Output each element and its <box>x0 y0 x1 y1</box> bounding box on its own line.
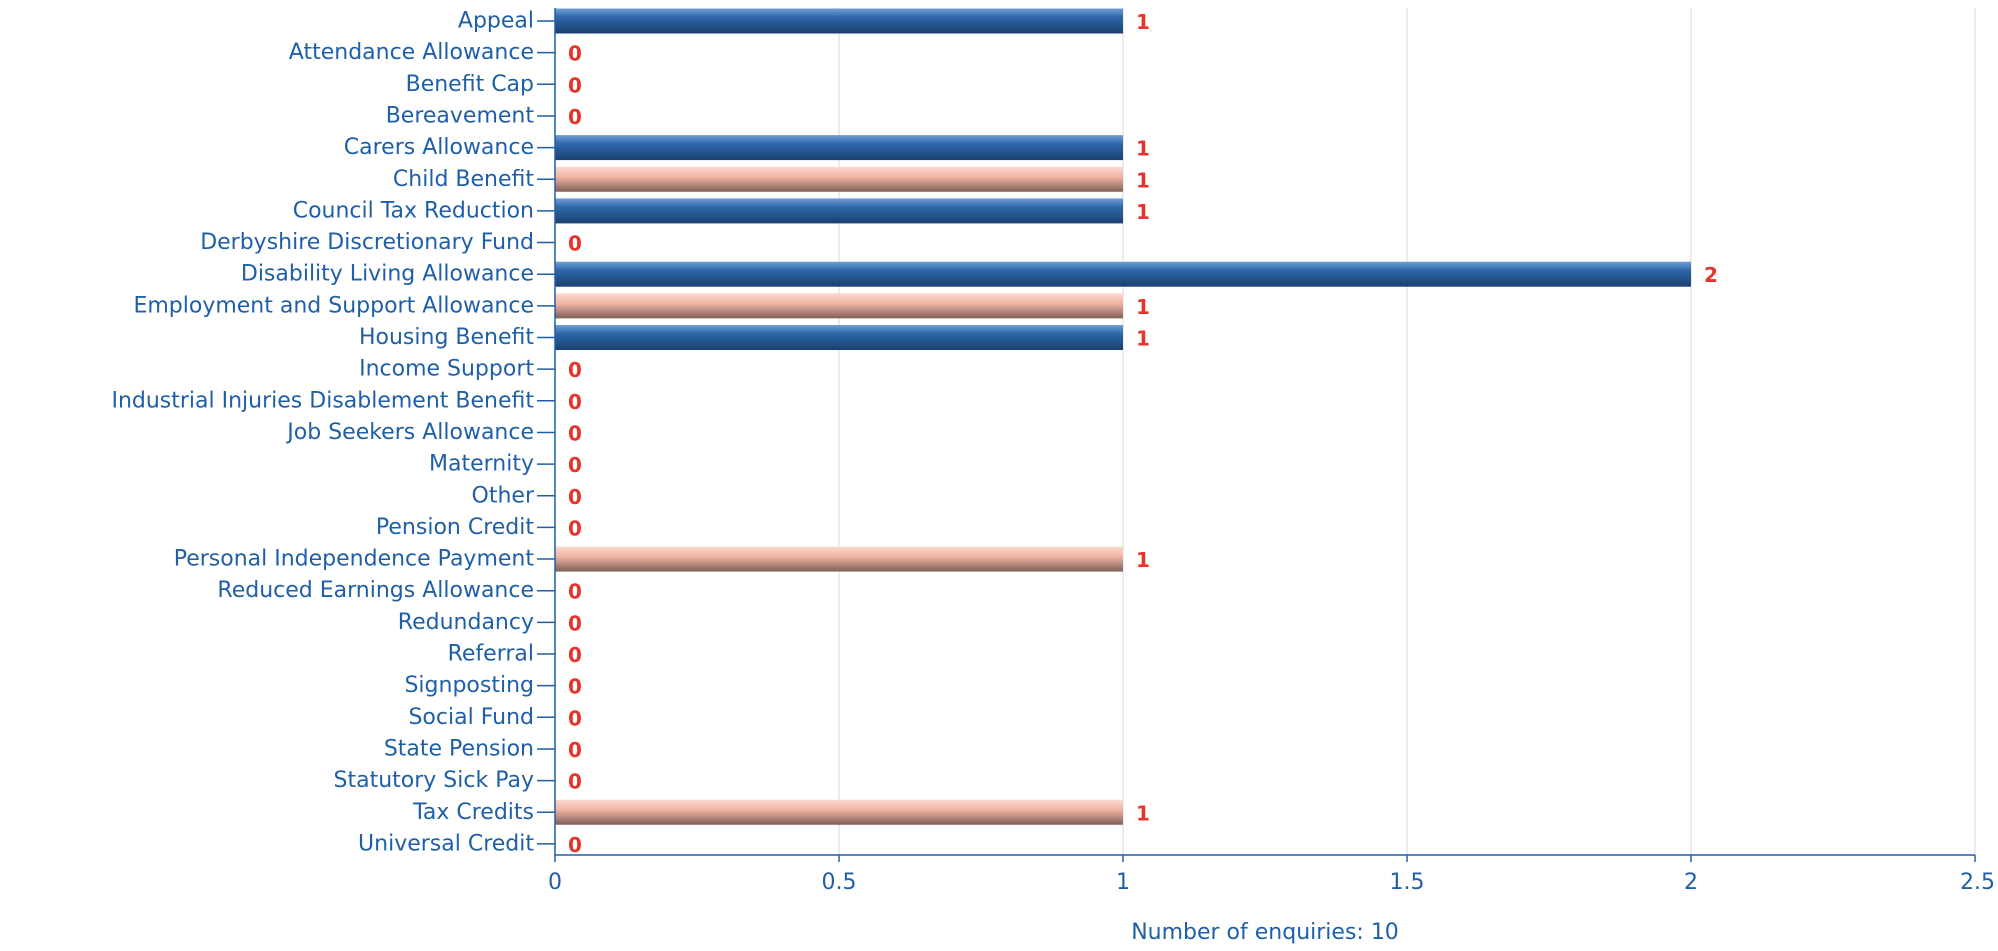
bar <box>555 325 1123 350</box>
bar <box>555 166 1123 192</box>
category-label: Employment and Support Allowance <box>133 293 534 318</box>
value-label: 0 <box>568 232 582 256</box>
value-label: 1 <box>1136 168 1150 192</box>
value-labels: 1 0 0 0 1 1 1 0 2 1 1 0 0 0 0 0 0 1 0 0 0 0 0 0 0 1 0 <box>568 10 1718 857</box>
category-labels: Appeal Attendance Allowance Benefit Cap Ber… <box>111 9 534 857</box>
x-tick-label: 0 <box>548 870 562 895</box>
category-label: Appeal <box>458 9 534 34</box>
x-tick-label: 0.5 <box>822 870 857 895</box>
category-label: Council Tax Reduction <box>293 198 534 223</box>
x-axis-title: Number of enquiries: 10 <box>1131 920 1399 945</box>
bar <box>555 198 1123 224</box>
category-label: Other <box>472 483 535 508</box>
category-label: Income Support <box>359 357 534 382</box>
value-label: 1 <box>1136 548 1150 572</box>
value-label: 0 <box>568 738 582 762</box>
category-label: Derbyshire Discretionary Fund <box>200 230 534 255</box>
category-label: Universal Credit <box>358 831 534 856</box>
category-label: Tax Credits <box>412 800 534 825</box>
category-label: Pension Credit <box>376 515 534 540</box>
category-label: Bereavement <box>386 103 535 128</box>
x-tick-labels: 0 0.5 1 1.5 2 2.5 <box>548 870 1995 895</box>
category-label: Housing Benefit <box>359 325 534 350</box>
category-label: Child Benefit <box>393 167 534 192</box>
bar <box>555 799 1123 825</box>
category-label: Benefit Cap <box>406 72 534 97</box>
value-label: 0 <box>568 580 582 604</box>
value-label: 0 <box>568 390 582 414</box>
axes <box>537 8 1976 862</box>
value-label: 0 <box>568 421 582 445</box>
category-label: Redundancy <box>398 610 534 635</box>
value-label: 0 <box>568 770 582 794</box>
category-label: Statutory Sick Pay <box>334 768 534 793</box>
category-label: Maternity <box>429 452 534 477</box>
value-label: 0 <box>568 833 582 857</box>
category-label: Carers Allowance <box>344 135 534 160</box>
bars <box>555 8 1691 825</box>
value-label: 0 <box>568 611 582 635</box>
category-label: Disability Living Allowance <box>241 262 534 287</box>
x-tick-label: 1.5 <box>1390 870 1425 895</box>
value-label: 1 <box>1136 10 1150 34</box>
category-label: Referral <box>448 642 534 667</box>
bar <box>555 293 1123 319</box>
category-label: Signposting <box>404 673 534 698</box>
x-tick-label: 1 <box>1116 870 1130 895</box>
category-label: Social Fund <box>408 705 534 730</box>
value-label: 0 <box>568 485 582 509</box>
value-label: 0 <box>568 706 582 730</box>
category-label: Reduced Earnings Allowance <box>217 578 534 603</box>
bar <box>555 8 1123 34</box>
category-label: Personal Independence Payment <box>174 547 535 572</box>
category-label: Industrial Injuries Disablement Benefit <box>111 388 534 413</box>
value-label: 1 <box>1136 200 1150 224</box>
x-tick-label: 2.5 <box>1960 870 1995 895</box>
value-label: 0 <box>568 675 582 699</box>
value-label: 0 <box>568 453 582 477</box>
value-label: 2 <box>1704 263 1718 287</box>
value-label: 0 <box>568 42 582 66</box>
value-label: 1 <box>1136 327 1150 351</box>
bar <box>555 261 1691 287</box>
value-label: 1 <box>1136 295 1150 319</box>
category-label: Attendance Allowance <box>289 40 534 65</box>
bar <box>555 546 1123 572</box>
category-label: State Pension <box>384 736 534 761</box>
value-label: 0 <box>568 105 582 129</box>
category-label: Job Seekers Allowance <box>285 420 534 445</box>
value-label: 0 <box>568 73 582 97</box>
value-label: 1 <box>1136 801 1150 825</box>
value-label: 0 <box>568 516 582 540</box>
value-label: 0 <box>568 643 582 667</box>
x-tick-label: 2 <box>1684 870 1698 895</box>
bar <box>555 135 1123 161</box>
value-label: 1 <box>1136 137 1150 161</box>
gridlines <box>838 8 1976 855</box>
value-label: 0 <box>568 358 582 382</box>
